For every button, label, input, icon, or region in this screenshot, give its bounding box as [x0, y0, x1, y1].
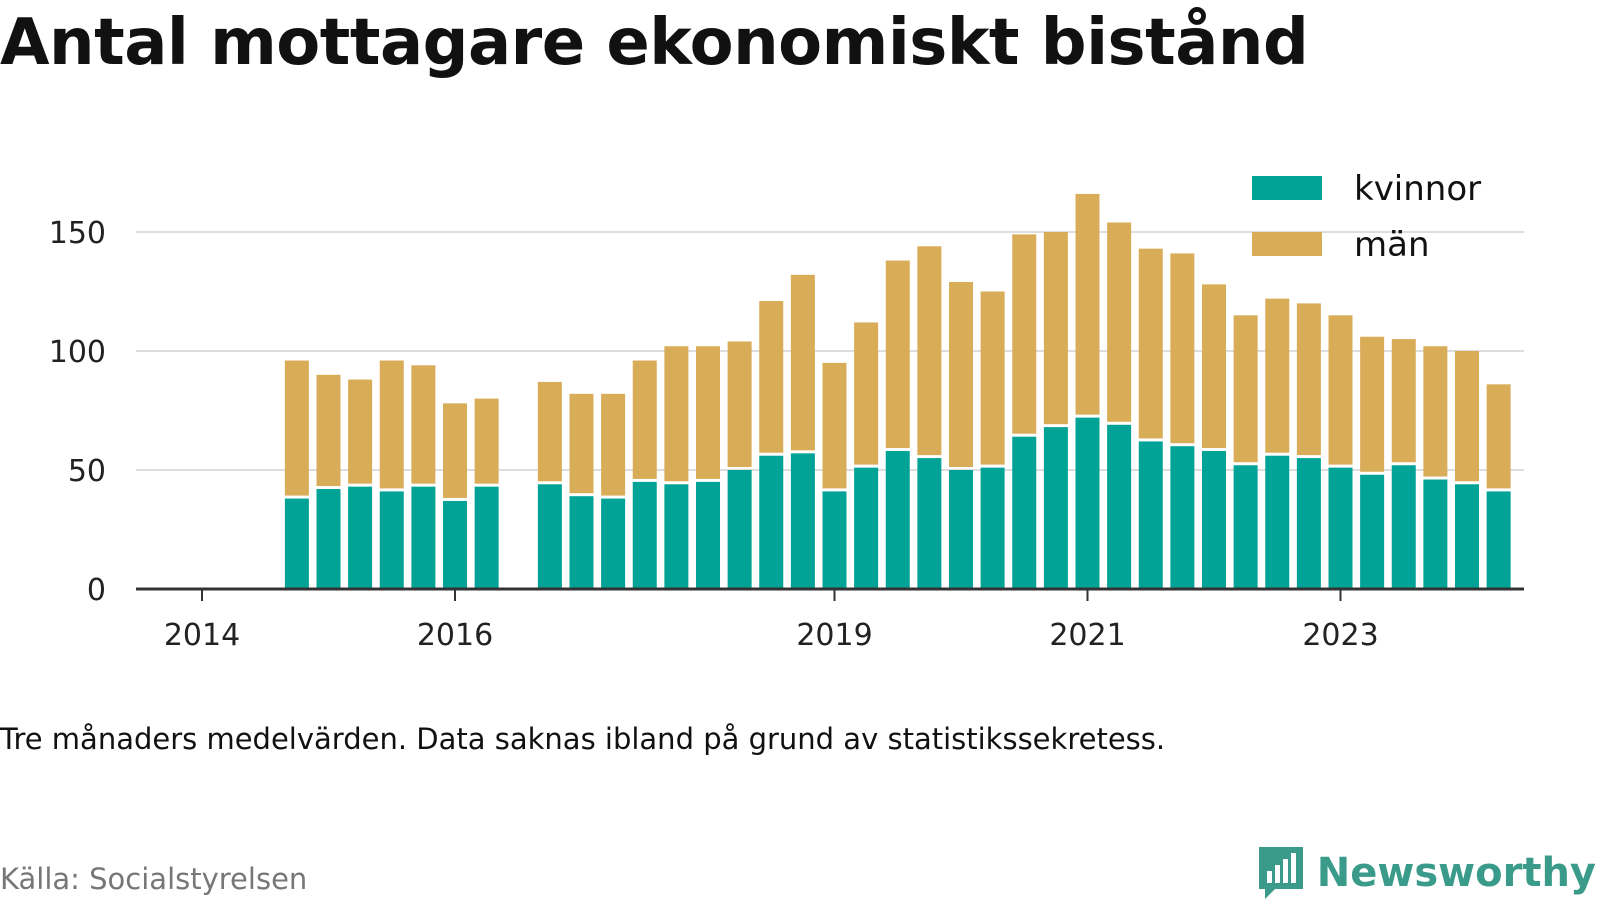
bar-man	[1423, 346, 1448, 477]
bar-kvinnor	[854, 467, 879, 589]
bar-kvinnor	[1391, 465, 1416, 589]
x-tick-label: 2021	[1049, 618, 1125, 653]
bar-man	[601, 393, 626, 496]
bar-kvinnor	[1233, 465, 1258, 589]
bar-man	[632, 360, 657, 479]
bar-man	[727, 341, 752, 467]
bar-man	[284, 360, 309, 496]
bar-man	[1043, 232, 1068, 425]
bar-man	[1360, 336, 1385, 472]
legend: kvinnor män	[1252, 169, 1481, 265]
bar-man	[411, 365, 436, 484]
bar-man	[379, 360, 404, 489]
y-tick-label: 100	[49, 335, 106, 370]
brand-logo[interactable]: Newsworthy	[1257, 843, 1596, 903]
y-tick-label: 0	[87, 573, 106, 608]
bar-man	[443, 403, 467, 498]
bar-kvinnor	[1043, 427, 1068, 589]
bar-man	[316, 374, 341, 487]
axes: 0 50 100 150 2014 2016 2019 2021 2023	[49, 216, 1524, 653]
bar-kvinnor	[1012, 436, 1037, 589]
bar-man	[790, 274, 815, 451]
x-tick-label: 2016	[417, 618, 493, 653]
bar-man	[474, 398, 499, 484]
bar-kvinnor	[443, 500, 467, 589]
bar-kvinnor	[822, 491, 847, 589]
bar-kvinnor	[1328, 467, 1353, 589]
bar-man	[1075, 193, 1100, 415]
bar-kvinnor	[1170, 446, 1195, 589]
bar-man	[1202, 284, 1226, 448]
bar-kvinnor	[1455, 484, 1479, 589]
bar-man	[569, 393, 594, 494]
bar-kvinnor	[885, 450, 910, 589]
bar-kvinnor	[474, 486, 499, 589]
source-label: Källa: Socialstyrelsen	[0, 862, 308, 896]
x-tick-label: 2019	[796, 618, 872, 653]
bar-kvinnor	[411, 486, 436, 589]
bar-man	[917, 246, 942, 456]
bar-kvinnor	[1486, 491, 1511, 589]
legend-label: kvinnor	[1354, 169, 1481, 209]
bar-kvinnor	[1138, 441, 1163, 589]
bar-man	[1012, 234, 1037, 434]
y-tick-label: 50	[68, 454, 106, 489]
bar-man	[1486, 384, 1511, 489]
brand-name: Newsworthy	[1316, 850, 1596, 896]
bar-man	[759, 301, 784, 453]
bar-kvinnor	[980, 467, 1005, 589]
chart-title: Antal mottagare ekonomiskt bistånd	[0, 6, 1309, 80]
bar-man	[885, 260, 910, 448]
bar-kvinnor	[759, 455, 784, 589]
bar-kvinnor	[569, 496, 594, 589]
bar-kvinnor	[1075, 417, 1100, 589]
bar-man	[980, 291, 1005, 465]
bar-kvinnor	[949, 470, 973, 589]
bar-kvinnor	[790, 453, 815, 589]
legend-label: män	[1354, 225, 1430, 265]
bar-kvinnor	[1107, 424, 1132, 589]
bar-kvinnor	[284, 498, 309, 589]
bar-man	[1265, 298, 1290, 453]
legend-swatch	[1252, 232, 1322, 256]
bar-man	[1296, 303, 1321, 456]
bar-kvinnor	[1360, 474, 1385, 589]
bar-man	[1455, 351, 1479, 482]
bar-man	[854, 322, 879, 465]
bar-kvinnor	[601, 498, 626, 589]
x-tick-label: 2014	[164, 618, 240, 653]
bar-man	[696, 346, 720, 479]
bar-kvinnor	[1423, 479, 1448, 589]
bar-man	[822, 362, 847, 489]
bar-kvinnor	[348, 486, 373, 589]
bar-man	[1391, 339, 1416, 463]
y-tick-label: 150	[49, 216, 106, 251]
bar-kvinnor	[632, 481, 657, 589]
bar-man	[1138, 248, 1163, 439]
bar-kvinnor	[696, 481, 720, 589]
bar-kvinnor	[379, 491, 404, 589]
bar-kvinnor	[1296, 458, 1321, 589]
bar-kvinnor	[316, 489, 341, 589]
bar-kvinnor	[1265, 455, 1290, 589]
chart-note: Tre månaders medelvärden. Data saknas ib…	[0, 722, 1166, 756]
bar-man	[348, 379, 373, 484]
bar-kvinnor	[1202, 450, 1226, 589]
x-tick-label: 2023	[1302, 618, 1378, 653]
legend-swatch	[1252, 176, 1322, 200]
bar-man	[1107, 222, 1132, 422]
bar-man	[1233, 315, 1258, 463]
bar-kvinnor	[664, 484, 689, 589]
bar-man	[949, 281, 973, 467]
bar-kvinnor	[917, 458, 942, 589]
bar-man	[1328, 315, 1353, 465]
bar-kvinnor	[537, 484, 562, 589]
bar-kvinnor	[727, 470, 752, 589]
bars	[284, 193, 1511, 589]
bar-man	[664, 346, 689, 482]
newsworthy-logo-icon	[1258, 847, 1303, 899]
bar-man	[537, 381, 562, 482]
bar-man	[1170, 253, 1195, 444]
